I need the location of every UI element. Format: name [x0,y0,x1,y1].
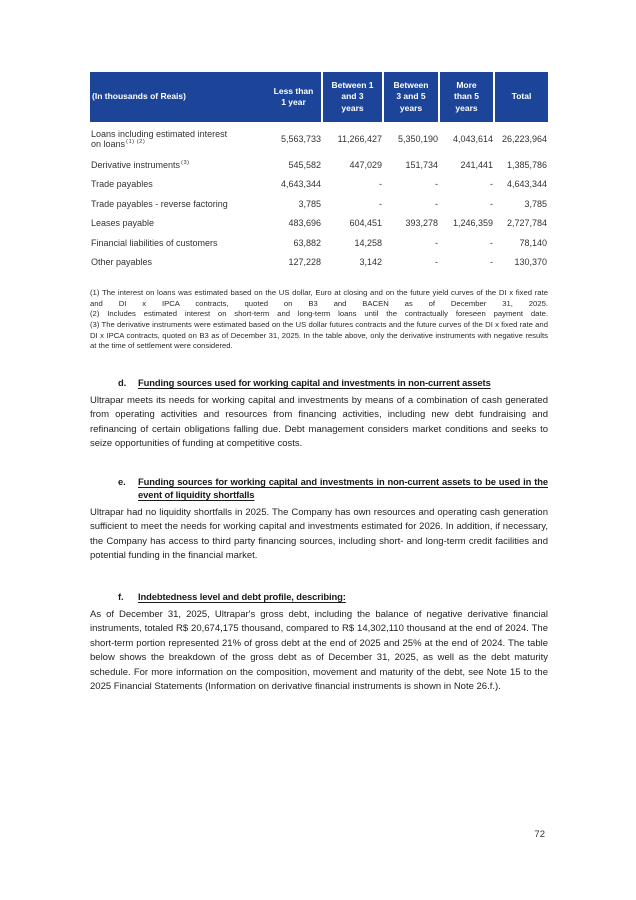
table-row: Loans including estimated interest on lo… [90,122,548,155]
section-letter: f. [118,590,124,602]
table-header-between-1-and-3-years: Between 1 and 3 years [321,72,383,122]
cell-value: 151,734 [405,159,438,170]
section-f-heading: f. Indebtedness level and debt profile, … [90,590,548,603]
row-label: Leases payable [91,218,155,229]
section-e-paragraph: Ultrapar had no liquidity shortfalls in … [90,506,548,562]
table-header-between-3-and-5-years: Between 3 and 5 years [382,72,439,122]
page-content: (In thousands of Reais) Less than 1 year… [90,72,548,695]
section-d: d. Funding sources used for working capi… [90,376,548,452]
table-header-less-than-1-year: Less than 1 year [266,72,322,122]
section-title: Funding sources for working capital and … [138,475,548,500]
cell-value: 5,350,190 [397,133,438,144]
section-title: Indebtedness level and debt profile, des… [138,590,346,602]
cell-value: - [435,179,438,190]
section-e-heading: e. Funding sources for working capital a… [90,475,548,501]
table-header: (In thousands of Reais) Less than 1 year… [90,72,548,122]
cell-value: 3,142 [359,257,382,268]
debt-maturity-table: (In thousands of Reais) Less than 1 year… [90,72,548,272]
cell-value: - [435,257,438,268]
cell-value: 2,727,784 [506,218,547,229]
cell-value: 4,643,344 [506,179,547,190]
cell-value: 127,228 [288,257,321,268]
cell-value: 14,258 [354,237,382,248]
cell-value: 5,563,733 [280,133,321,144]
table-header-more-than-5-years: More than 5 years [438,72,494,122]
table-footnotes: (1) The interest on loans was estimated … [90,288,548,352]
cell-value: - [379,198,382,209]
footnote-1: (1) The interest on loans was estimated … [90,288,548,308]
cell-value: 393,278 [405,218,438,229]
footnote-reference: (1) (2) [126,138,146,145]
cell-value: 3,785 [298,198,321,209]
cell-value: - [379,179,382,190]
cell-value: 78,140 [519,237,547,248]
table-row: Trade payables - reverse factoring 3,785… [90,194,548,214]
section-f-paragraph: As of December 31, 2025, Ultrapar's gros… [90,608,548,693]
table-header-unit-label: (In thousands of Reais) [90,72,266,122]
cell-value: 4,643,344 [280,179,321,190]
row-label: Trade payables - reverse factoring [91,198,228,209]
section-letter: e. [118,475,126,487]
section-d-heading: d. Funding sources used for working capi… [90,376,548,389]
footnote-3: (3) The derivative instruments were esti… [90,319,548,351]
table-row: Derivative instruments(3) 545,582 447,02… [90,155,548,175]
table-row: Other payables 127,228 3,142 - - 130,370 [90,253,548,273]
table-row: Financial liabilities of customers 63,88… [90,233,548,253]
cell-value: 545,582 [288,159,321,170]
cell-value: 4,043,614 [452,133,493,144]
row-label: Other payables [91,257,153,268]
footnote-reference: (3) [181,159,190,166]
table-body: Loans including estimated interest on lo… [90,122,548,272]
section-f: f. Indebtedness level and debt profile, … [90,590,548,695]
cell-value: - [490,198,493,209]
cell-value: - [435,237,438,248]
row-label: Loans including estimated interest on lo… [91,128,228,149]
cell-value: 483,696 [288,218,321,229]
cell-value: 1,385,786 [506,159,547,170]
page-number: 72 [534,829,545,840]
section-title: Funding sources used for working capital… [138,376,491,388]
section-letter: d. [118,376,127,388]
table-header-row: (In thousands of Reais) Less than 1 year… [90,72,548,122]
row-label: Trade payables [91,179,153,190]
cell-value: 63,882 [293,237,321,248]
cell-value: - [490,257,493,268]
cell-value: 26,223,964 [501,133,547,144]
cell-value: 241,441 [460,159,493,170]
cell-value: 3,785 [524,198,547,209]
cell-value: 130,370 [514,257,547,268]
cell-value: 1,246,359 [452,218,493,229]
cell-value: - [435,198,438,209]
footnote-2: (2) Includes estimated interest on short… [90,309,548,319]
table-row: Leases payable 483,696 604,451 393,278 1… [90,214,548,234]
cell-value: 447,029 [349,159,382,170]
table-row: Trade payables 4,643,344 - - - 4,643,344 [90,175,548,195]
cell-value: 11,266,427 [337,133,382,144]
row-label: Financial liabilities of customers [91,237,218,248]
row-label: Derivative instruments [91,159,181,170]
section-e: e. Funding sources for working capital a… [90,475,548,564]
cell-value: 604,451 [349,218,382,229]
cell-value: - [490,237,493,248]
cell-value: - [490,179,493,190]
section-d-paragraph: Ultrapar meets its needs for working cap… [90,394,548,450]
table-header-total: Total [493,72,548,122]
